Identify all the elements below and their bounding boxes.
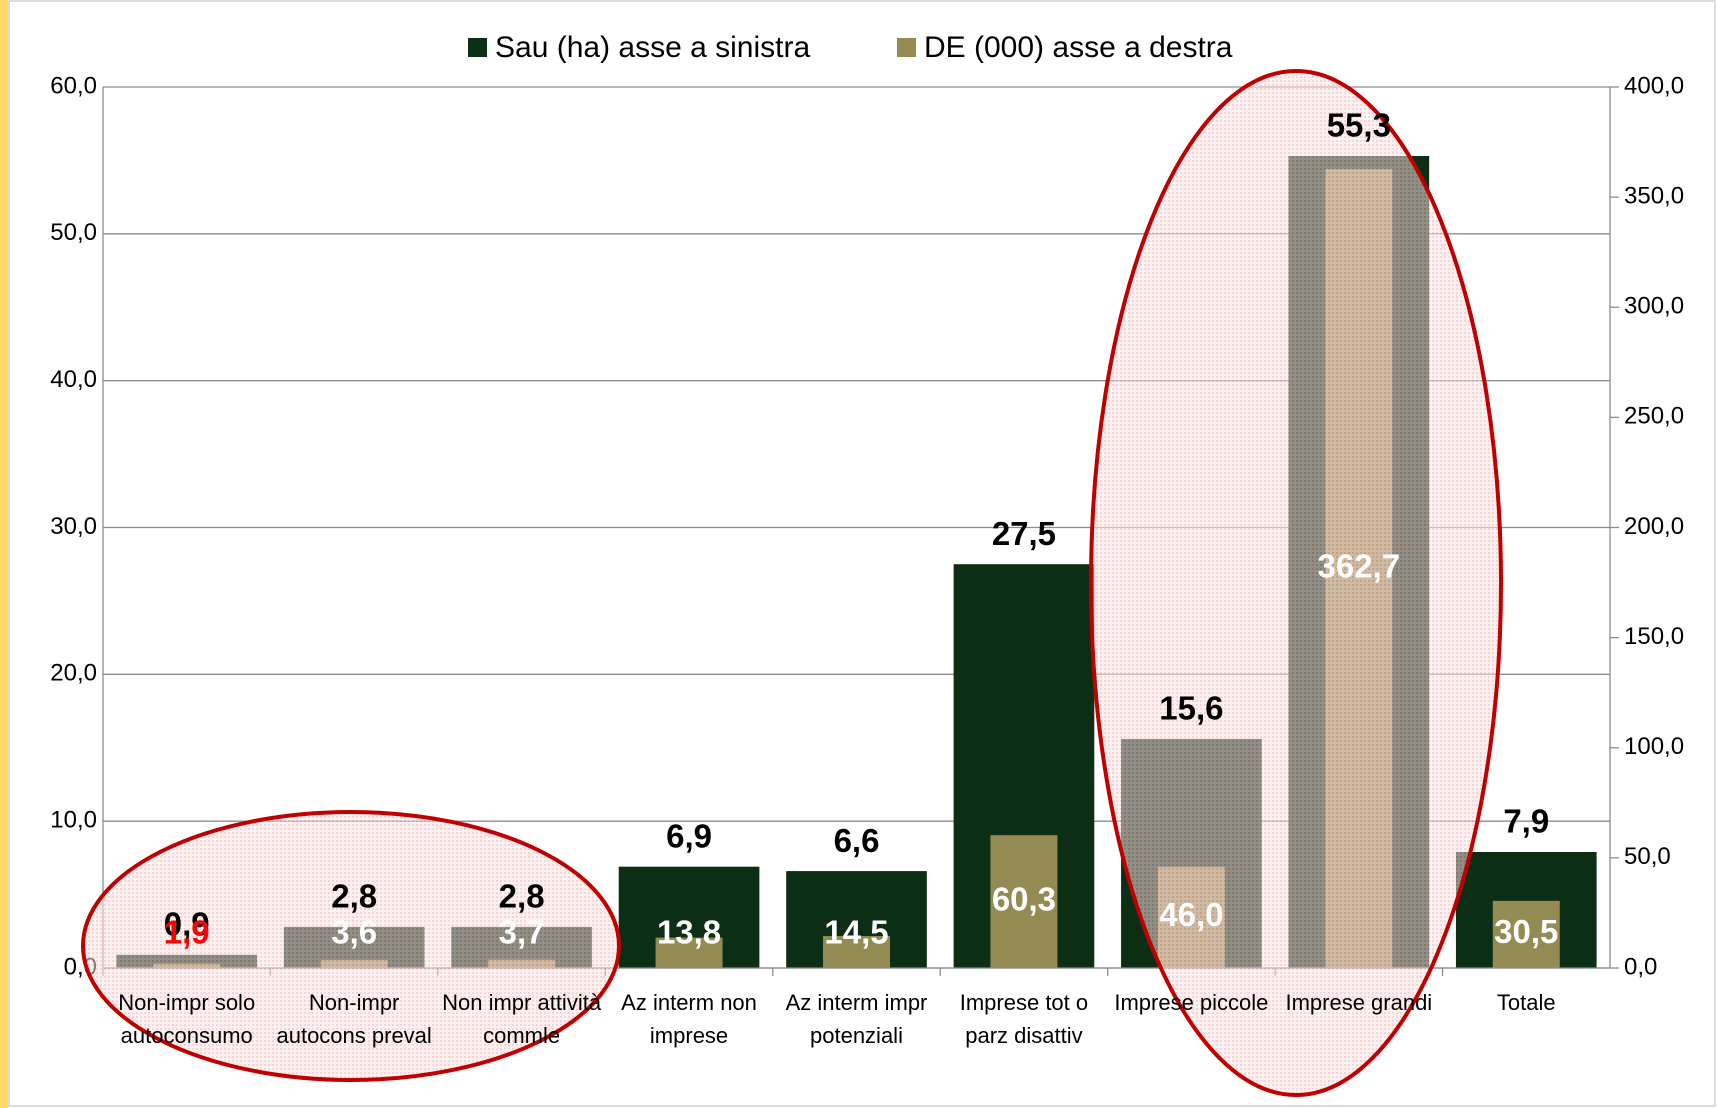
value-label: 2,8 (331, 878, 377, 915)
value-label: 6,9 (666, 817, 712, 854)
x-tick-label: Az interm non imprese (621, 990, 757, 1048)
y-tick-label: 60,0 (50, 72, 97, 99)
bar (1492, 900, 1560, 968)
y2-tick-label: 150,0 (1624, 623, 1684, 650)
labels: 0,9 2,8 2,8 6,9 6,6 27,5 15,6 55,3 7,9 1,9 3,6 3,7 1… (164, 107, 1559, 951)
y-tick-label: 40,0 (50, 366, 97, 393)
y2-tick-label: 250,0 (1624, 403, 1684, 430)
highlight-ellipse (1089, 69, 1503, 1097)
y2-tick-label: 400,0 (1624, 72, 1684, 99)
value-label: 3,7 (499, 914, 545, 951)
bar (990, 835, 1058, 968)
highlight-ellipse (81, 810, 621, 1082)
value-label: 60,3 (992, 880, 1056, 917)
annotations (81, 69, 1503, 1097)
value-label: 0,9 (164, 906, 210, 943)
y2-tick-label: 350,0 (1624, 182, 1684, 209)
chart-border (8, 0, 1716, 1107)
x-tick-label: Non-impr solo autoconsumo (118, 990, 256, 1048)
y-tick-label: 20,0 (50, 660, 97, 687)
value-label: 7,9 (1503, 803, 1549, 840)
x-tick-label: Non-impr autocons preval (276, 990, 432, 1048)
value-label: 6,6 (834, 822, 880, 859)
y-tick-label: 50,0 (50, 219, 97, 246)
x-tick-label: Non impr attività commle (442, 990, 602, 1048)
value-label: 15,6 (1159, 690, 1223, 727)
value-label: 362,7 (1318, 547, 1401, 584)
value-label: 55,3 (1327, 107, 1391, 144)
x-tick-label: Totale (1496, 990, 1556, 1015)
x-tick-label: Imprese piccole (1114, 990, 1269, 1015)
value-label: 46,0 (1159, 896, 1223, 933)
value-label: 3,6 (331, 914, 377, 951)
legend-swatch (468, 38, 487, 57)
y2-tick-label: 50,0 (1624, 843, 1671, 870)
y2-tick-label: 100,0 (1624, 733, 1684, 760)
legend-swatch (897, 38, 916, 57)
y2-tick-label: 0,0 (1624, 953, 1657, 980)
y-tick-label: 10,0 (50, 807, 97, 834)
value-label: 13,8 (657, 914, 721, 951)
legend-label: Sau (ha) asse a sinistra (495, 31, 810, 64)
x-tick-label: Imprese tot o parz disattiv (959, 990, 1089, 1048)
x-tick-label: Az interm impr potenziali (785, 990, 928, 1048)
x-tick-label: Imprese grandi (1285, 990, 1433, 1015)
y2-tick-label: 300,0 (1624, 293, 1684, 320)
side-stripe (0, 0, 8, 1108)
value-label: 27,5 (992, 515, 1056, 552)
value-label: 14,5 (824, 914, 888, 951)
y-tick-label: 30,0 (50, 513, 97, 540)
value-label: 1,9 (164, 914, 210, 951)
value-label: 30,5 (1494, 913, 1558, 950)
y2-tick-label: 200,0 (1624, 513, 1684, 540)
bar (655, 937, 723, 968)
legend-label: DE (000) asse a destra (924, 31, 1233, 64)
bar (823, 936, 890, 968)
value-label: 2,8 (499, 878, 545, 915)
